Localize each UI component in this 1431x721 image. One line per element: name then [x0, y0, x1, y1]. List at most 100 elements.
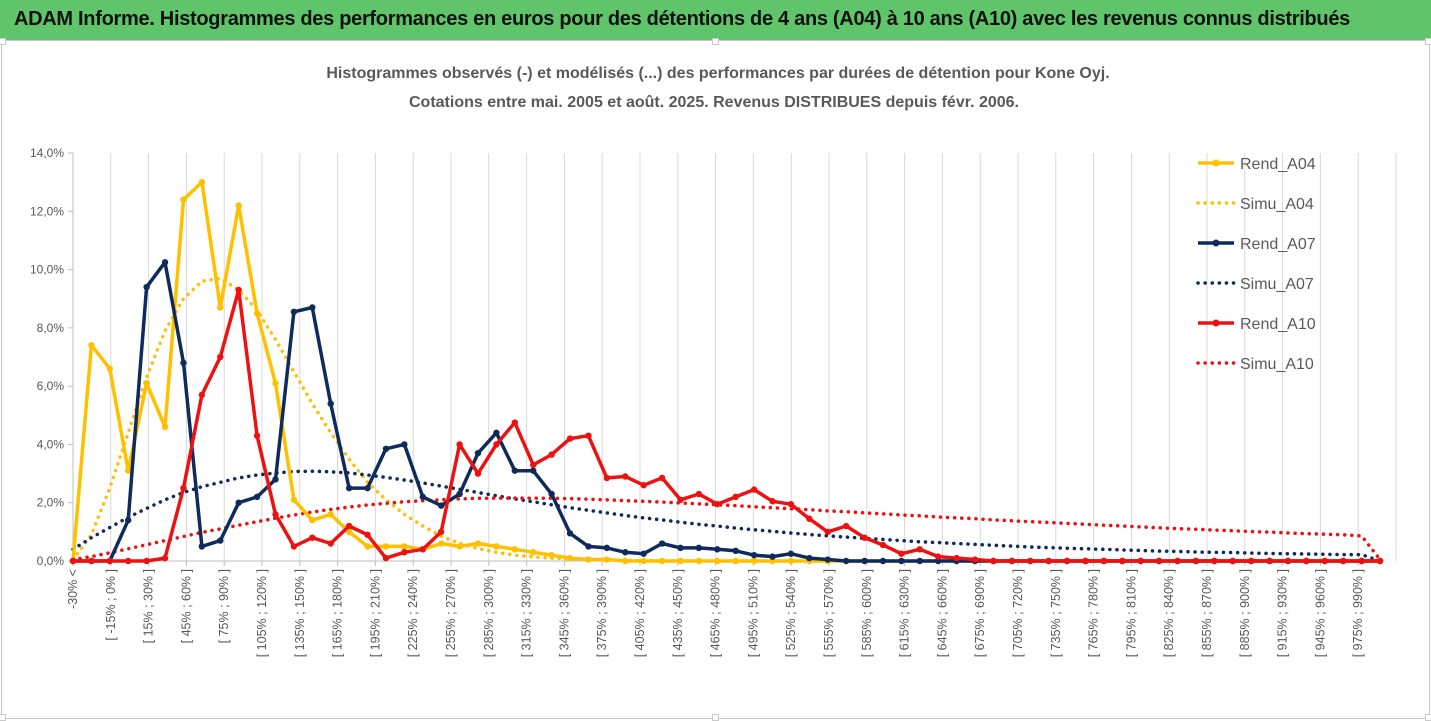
resize-handle-top-right[interactable] [1425, 38, 1431, 45]
data-point [530, 467, 537, 474]
data-point [198, 543, 206, 550]
resize-handle-bottom-left[interactable] [0, 714, 6, 721]
data-point [143, 380, 150, 387]
chart-area[interactable]: -30% < [ -15% ; 0% ] [ 15% ; 30% ] [ 45% ; … [0, 38, 1431, 721]
data-point [879, 541, 887, 549]
data-point [603, 474, 611, 482]
data-point [345, 522, 353, 530]
data-point [327, 540, 334, 547]
data-point [253, 310, 261, 317]
data-point [1137, 557, 1144, 565]
data-point [143, 283, 150, 291]
legend-label: Simu_A07 [1240, 276, 1314, 293]
data-point [511, 467, 519, 474]
data-point [585, 543, 592, 550]
data-point [622, 549, 629, 556]
x-tick-label: [ 375% ; 390% ] [595, 569, 609, 657]
x-tick-label: [ 315% ; 330% ] [520, 569, 534, 657]
data-point [1008, 557, 1016, 565]
legend-label: Rend_A04 [1240, 156, 1316, 173]
x-tick-label: [ 705% ; 720% ] [1011, 569, 1025, 657]
data-point [511, 419, 519, 426]
data-point [1045, 557, 1052, 565]
data-point [990, 557, 997, 565]
data-point [364, 484, 371, 492]
data-point [106, 557, 114, 565]
data-point [714, 546, 721, 553]
x-tick-label: [ 525% ; 540% ] [784, 569, 798, 657]
data-point [953, 554, 960, 562]
data-point [750, 551, 758, 559]
data-point [1155, 557, 1163, 565]
data-point [934, 553, 942, 560]
resize-handle-top-left[interactable] [0, 38, 6, 45]
series-simu-a10 [71, 496, 1382, 562]
data-point [272, 380, 279, 387]
data-point [345, 528, 353, 536]
data-point [327, 511, 334, 518]
x-tick-label: [ 825% ; 840% ] [1162, 569, 1176, 657]
series-line [73, 260, 1380, 563]
data-point [253, 493, 261, 501]
data-point [658, 557, 666, 565]
x-tick-label: [ 585% ; 600% ] [860, 569, 874, 657]
data-point [1321, 557, 1328, 565]
x-tick-label: [ 615% ; 630% ] [898, 569, 912, 657]
x-tick-label: [ 885% ; 900% ] [1238, 569, 1252, 657]
x-tick-label: [ 975% ; 990% ] [1351, 569, 1365, 657]
data-point [732, 557, 739, 565]
data-point [1100, 557, 1108, 565]
data-point [787, 500, 795, 508]
data-point [677, 496, 684, 503]
data-point [548, 451, 555, 458]
x-tick-label: [ 405% ; 420% ] [633, 569, 647, 657]
data-point [971, 556, 979, 563]
resize-handle-bottom-middle[interactable] [712, 714, 719, 721]
data-point [622, 473, 629, 480]
legend-label: Rend_A10 [1240, 316, 1316, 333]
data-point [456, 490, 463, 498]
data-point [474, 449, 482, 457]
data-point [732, 493, 739, 501]
series-line [71, 496, 1382, 562]
title-banner: ADAM Informe. Histogrammes des performan… [0, 0, 1431, 41]
x-tick-label: [ 645% ; 660% ] [935, 569, 949, 657]
legend-label: Simu_A10 [1240, 356, 1314, 373]
data-point [253, 432, 261, 439]
data-point [493, 543, 500, 550]
data-point [622, 557, 629, 565]
x-tick-label: [ 915% ; 930% ] [1276, 569, 1290, 657]
data-point [566, 530, 574, 537]
x-tick-label: [ 105% ; 120% ] [255, 569, 269, 657]
y-tick-label: 6,0% [37, 379, 65, 393]
data-point [1082, 557, 1089, 565]
data-point [290, 308, 298, 316]
line-chart: -30% < [ -15% ; 0% ] [ 15% ; 30% ] [ 45% ; … [30, 65, 1397, 657]
data-point [732, 547, 739, 554]
resize-handle-top-middle[interactable] [712, 38, 719, 45]
legend-marker [1212, 159, 1220, 167]
x-tick-label: [ 75% ; 90% ] [217, 569, 231, 643]
y-tick-label: 8,0% [37, 321, 65, 335]
data-point [493, 429, 500, 436]
data-point [585, 432, 592, 439]
data-point [530, 461, 537, 469]
data-point [1247, 557, 1255, 565]
legend: Rend_A04 Simu_A04 Rend_A07 Simu_A07 Rend_A10… [1196, 156, 1316, 373]
x-tick-label: [ 255% ; 270% ] [444, 569, 458, 657]
resize-handle-bottom-right[interactable] [1425, 714, 1431, 721]
data-point [640, 482, 647, 489]
data-point [695, 544, 703, 552]
x-tick-label: [ 225% ; 240% ] [406, 569, 420, 657]
data-point [695, 557, 703, 565]
data-point [1027, 557, 1034, 565]
data-point [161, 423, 169, 431]
data-point [916, 546, 923, 553]
data-point [235, 499, 242, 506]
x-tick-label: [ 945% ; 960% ] [1313, 569, 1327, 657]
data-point [327, 400, 334, 407]
data-point [272, 511, 279, 518]
data-point [640, 557, 647, 565]
data-point [1229, 557, 1236, 565]
chart-title: Histogrammes observés (-) et modélisés (… [326, 65, 1109, 82]
